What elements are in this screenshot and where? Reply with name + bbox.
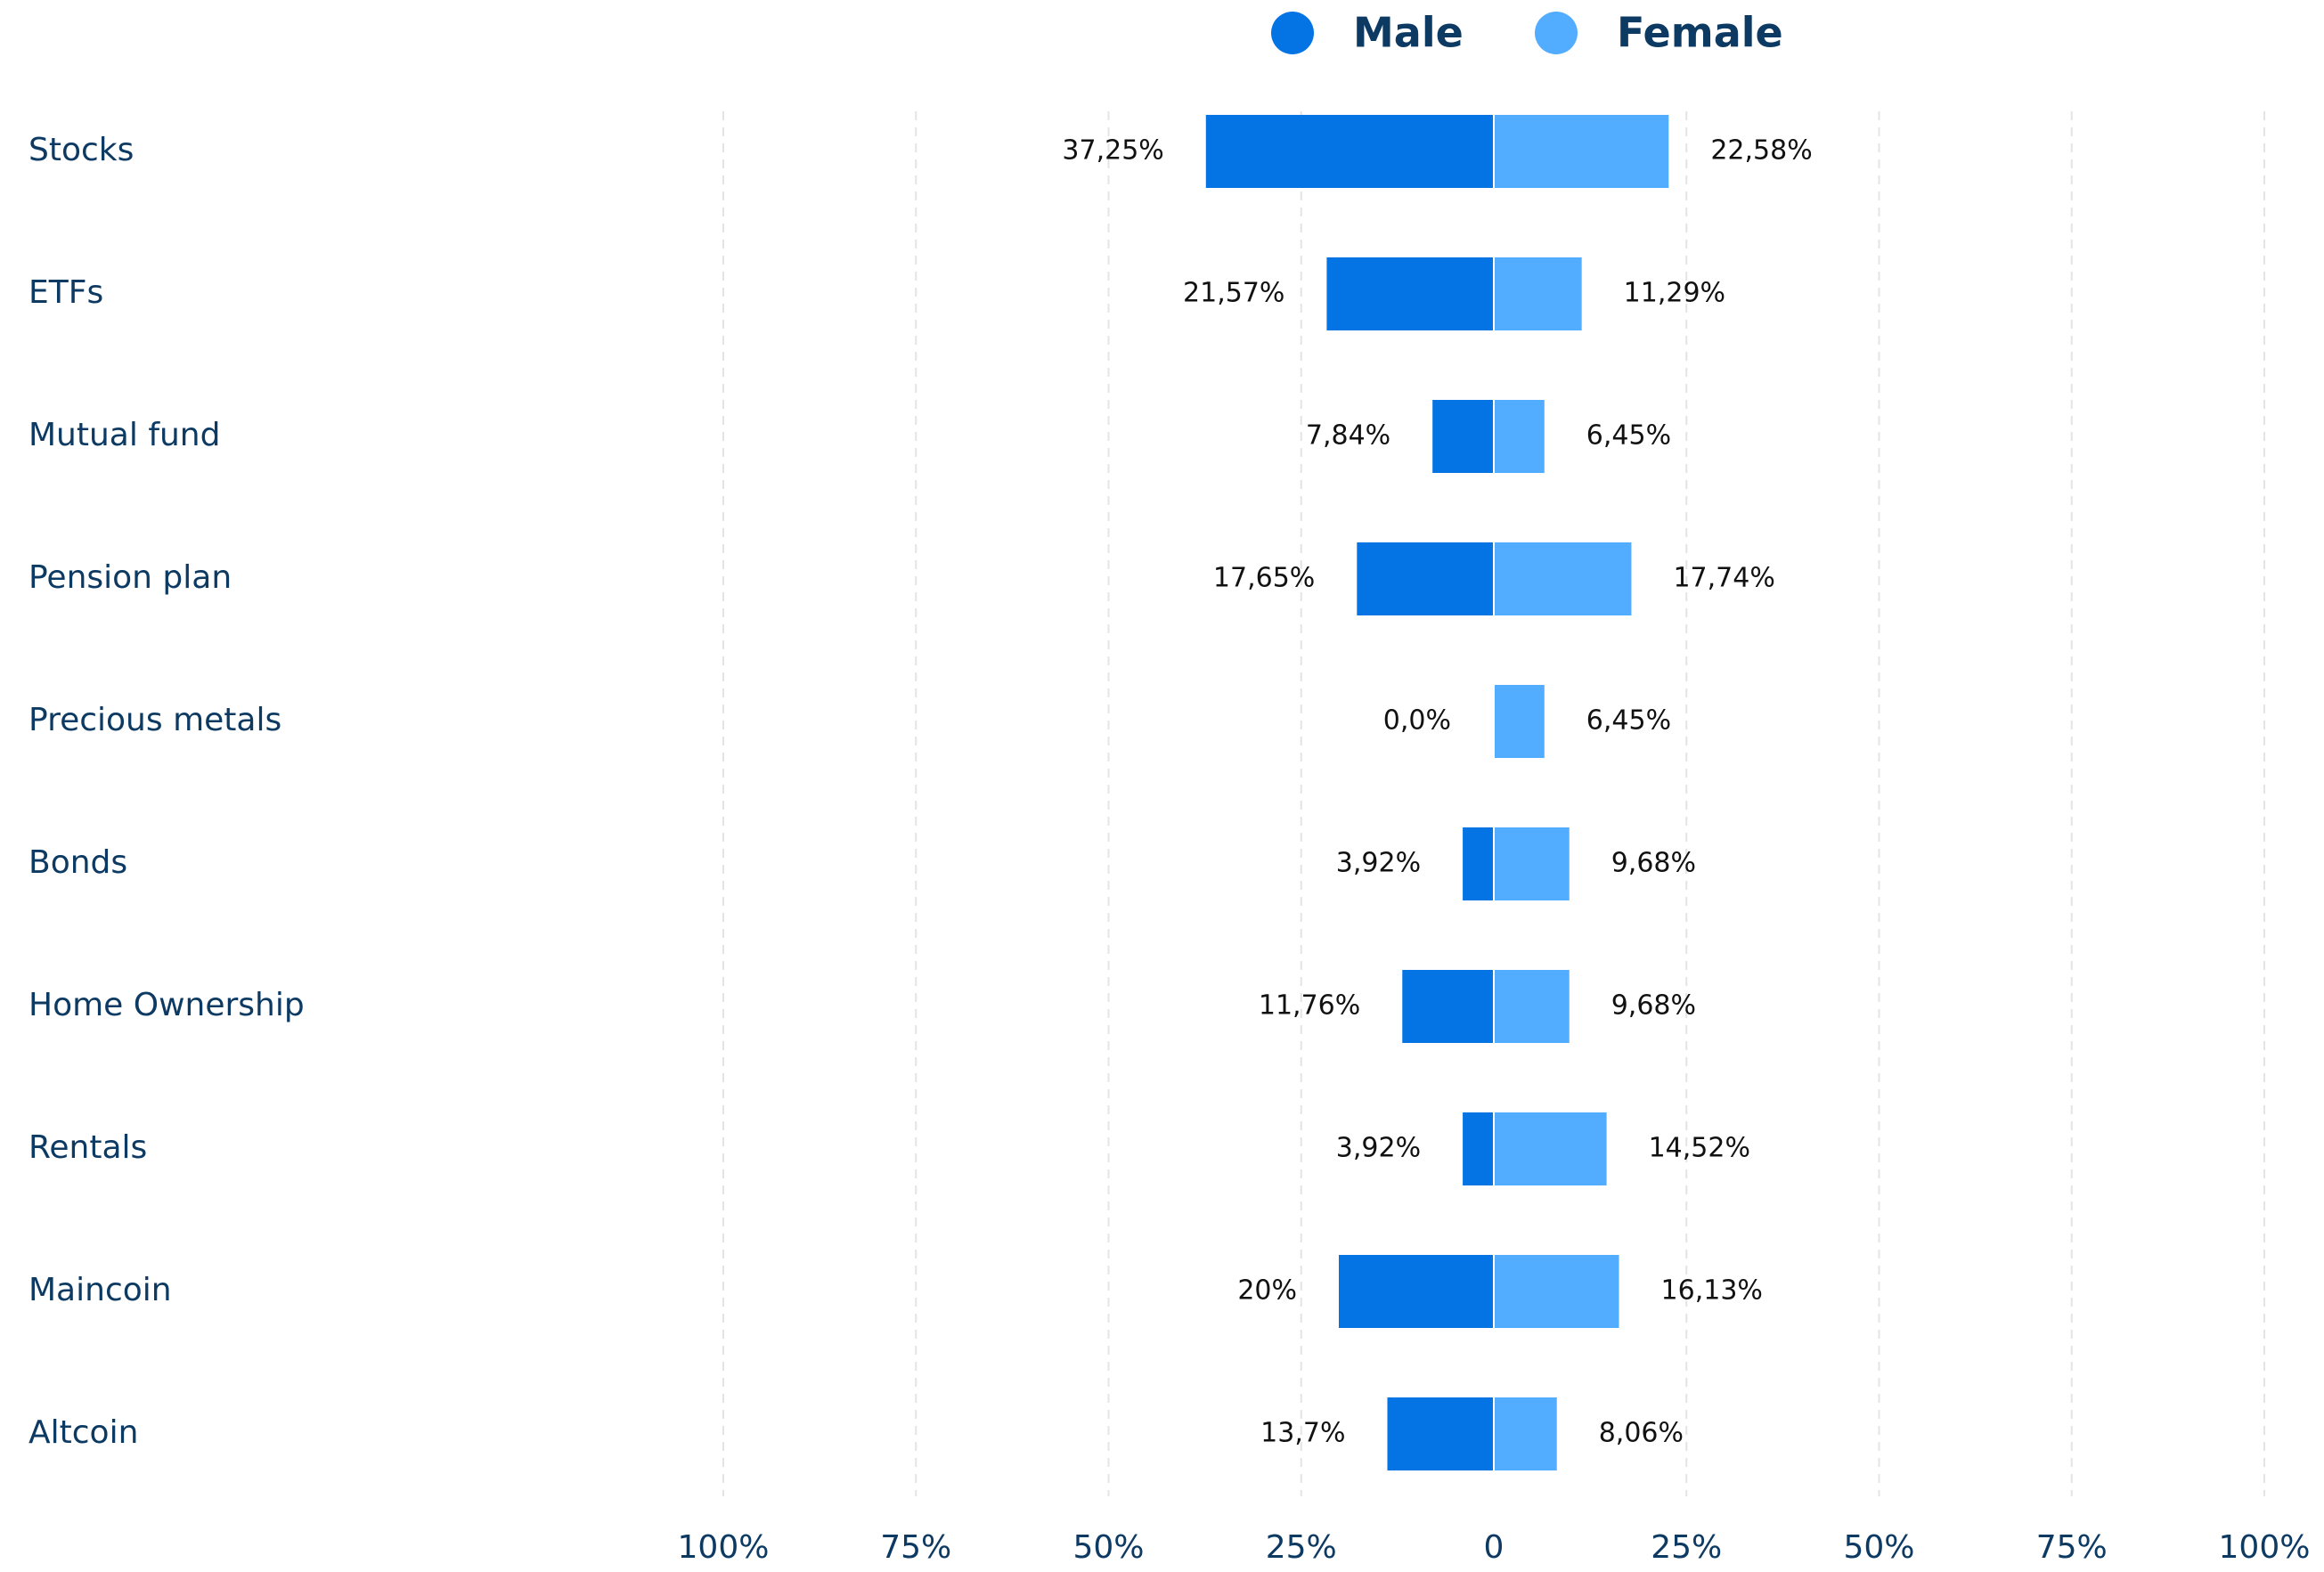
- category-label: Home Ownership: [29, 987, 305, 1023]
- legend-label: Female: [1617, 9, 1783, 57]
- x-tick-label: 50%: [1843, 1529, 1914, 1566]
- bar: [1493, 400, 1545, 473]
- category-label: Mutual fund: [29, 417, 220, 453]
- bar: [1339, 1255, 1495, 1328]
- data-label: 13,7%: [1260, 1418, 1345, 1449]
- category-label: Maincoin: [29, 1272, 172, 1308]
- bar: [1493, 542, 1632, 615]
- data-label: 0,0%: [1383, 705, 1451, 737]
- bar: [1493, 1397, 1557, 1470]
- data-label: 3,92%: [1336, 1133, 1421, 1164]
- legend-marker: [1535, 12, 1578, 54]
- data-label: 9,68%: [1611, 848, 1696, 879]
- data-label: 20%: [1237, 1275, 1297, 1307]
- x-tick-label: 75%: [880, 1529, 951, 1566]
- category-label: Pension plan: [29, 559, 232, 596]
- bar: [1326, 257, 1496, 330]
- x-tick-label: 25%: [1651, 1529, 1722, 1566]
- data-label: 9,68%: [1611, 990, 1696, 1022]
- x-tick-label: 0: [1484, 1529, 1504, 1566]
- category-label: ETFs: [29, 274, 103, 311]
- bar: [1493, 1112, 1607, 1185]
- bar: [1402, 970, 1495, 1043]
- data-label: 6,45%: [1586, 420, 1671, 452]
- data-label: 17,65%: [1213, 563, 1315, 594]
- data-label: 17,74%: [1673, 563, 1774, 594]
- category-label: Altcoin: [29, 1414, 138, 1451]
- data-label: 21,57%: [1183, 278, 1284, 309]
- x-tick-label: 25%: [1266, 1529, 1337, 1566]
- bar: [1463, 827, 1496, 900]
- bar: [1493, 257, 1582, 330]
- bar: [1493, 1255, 1619, 1328]
- bar: [1493, 827, 1570, 900]
- legend-marker: [1271, 12, 1314, 54]
- x-tick-label: 100%: [678, 1529, 770, 1566]
- data-label: 14,52%: [1649, 1133, 1750, 1164]
- bar: [1493, 970, 1570, 1043]
- legend-label: Male: [1353, 9, 1464, 57]
- data-label: 7,84%: [1306, 420, 1390, 452]
- category-label: Precious metals: [29, 702, 281, 738]
- bar: [1493, 685, 1545, 758]
- data-label: 6,45%: [1586, 705, 1671, 737]
- x-tick-label: 50%: [1072, 1529, 1144, 1566]
- bar: [1357, 542, 1496, 615]
- bar: [1463, 1112, 1496, 1185]
- bar: [1387, 1397, 1495, 1470]
- data-label: 16,13%: [1661, 1275, 1763, 1307]
- x-tick-label: 75%: [2036, 1529, 2108, 1566]
- data-label: 8,06%: [1599, 1418, 1684, 1449]
- bar: [1493, 115, 1669, 188]
- category-label: Rentals: [29, 1129, 147, 1166]
- bar: [1205, 115, 1495, 188]
- x-tick-label: 100%: [2219, 1529, 2311, 1566]
- data-label: 11,76%: [1259, 990, 1360, 1022]
- data-label: 3,92%: [1336, 848, 1421, 879]
- data-label: 37,25%: [1062, 135, 1163, 167]
- data-label: 11,29%: [1624, 278, 1725, 309]
- bar: [1432, 400, 1495, 473]
- category-label: Bonds: [29, 844, 127, 881]
- category-label: Stocks: [29, 132, 134, 168]
- data-label: 22,58%: [1710, 135, 1812, 167]
